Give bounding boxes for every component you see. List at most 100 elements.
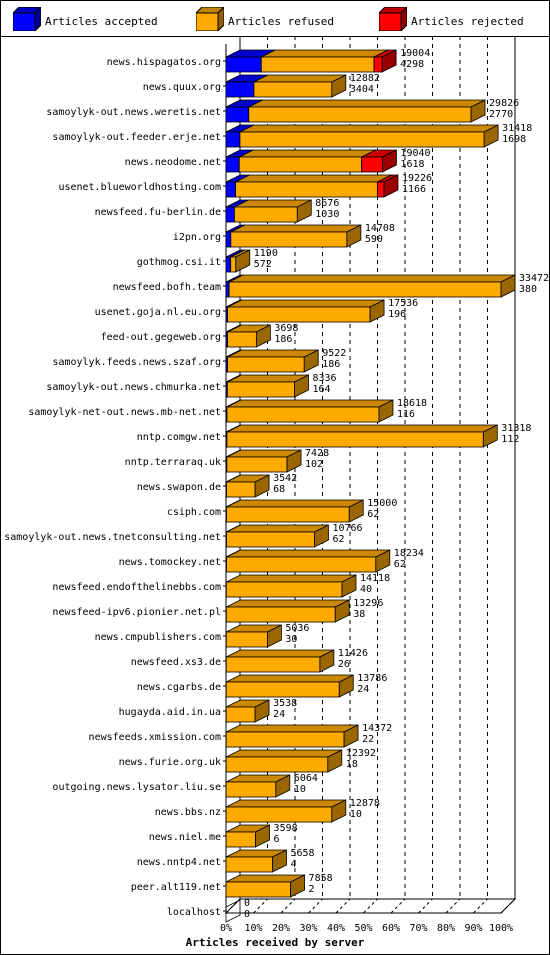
legend: Articles accepted Articles refused Artic… <box>1 1 549 37</box>
bar-refused <box>225 756 329 773</box>
data-label-accepted: 380 <box>519 284 537 295</box>
server-label: newsfeed-ipv6.pionier.net.pl <box>52 607 221 618</box>
bar-refused-side <box>303 349 319 373</box>
bar-accepted <box>225 156 240 173</box>
bar-refused-top <box>228 274 516 283</box>
bar-refused-side <box>255 324 271 348</box>
floor-tick <box>253 898 268 914</box>
bar-refused-side <box>470 99 486 123</box>
bar-refused <box>225 681 340 698</box>
bar-refused-side <box>254 699 270 723</box>
bar-refused-side <box>290 874 305 898</box>
data-label-accepted: 30 <box>285 634 297 645</box>
bar-refused-side <box>235 249 251 273</box>
server-label: samoylyk-out.feeder.erje.net <box>52 132 221 143</box>
server-label: nntp.comgw.net <box>137 432 221 443</box>
data-label-accepted: 62 <box>332 534 344 545</box>
server-label: samoylyk.feeds.news.szaf.org <box>52 357 221 368</box>
data-label-accepted: 116 <box>397 409 415 420</box>
data-label-accepted: 572 <box>254 259 272 270</box>
bar-refused-side <box>343 724 359 748</box>
data-label-total: 12392 <box>346 748 376 759</box>
bar-refused-side <box>331 799 347 823</box>
data-label-accepted: 1698 <box>502 134 526 145</box>
server-label: news.cgarbs.de <box>137 682 221 693</box>
bar-accepted <box>225 181 236 198</box>
x-tick-label: 50% <box>354 923 372 934</box>
bar-refused-top <box>227 299 385 308</box>
data-label-accepted: 2770 <box>489 109 513 120</box>
bar-refused <box>225 781 277 798</box>
bar-refused-side <box>331 74 347 98</box>
bar-refused-side <box>348 499 364 523</box>
data-label-total: 33472 <box>519 273 549 284</box>
bar-refused <box>225 656 321 673</box>
data-label-total: 5658 <box>290 848 314 859</box>
server-label: news.quux.org <box>143 82 221 93</box>
bar-refused-top <box>226 424 498 433</box>
bar-refused <box>225 806 333 823</box>
bar-refused-top <box>225 749 342 758</box>
data-label-accepted: 2 <box>309 884 315 895</box>
bar-refused-top <box>239 124 499 133</box>
server-label: newsfeed.xs3.de <box>131 657 221 668</box>
bar-refused-top <box>225 799 346 808</box>
x-tick-label: 80% <box>437 923 455 934</box>
data-label-total: 14708 <box>365 223 395 234</box>
data-label-total: 18618 <box>397 398 427 409</box>
floor-tick <box>280 898 296 914</box>
data-label-total: 13786 <box>357 673 387 684</box>
data-label-total: 18234 <box>394 548 424 559</box>
data-label-total: 10766 <box>332 523 362 534</box>
data-label-accepted: 1166 <box>402 184 426 195</box>
floor-tick <box>308 898 323 914</box>
server-label: outgoing.news.lysator.liu.se <box>52 782 221 793</box>
bar-refused <box>226 531 315 548</box>
bar-accepted <box>225 81 255 98</box>
server-label: localhost <box>167 907 221 918</box>
bar-refused-side <box>369 299 385 323</box>
bar-refused-side <box>254 474 270 498</box>
server-label: news.furie.org.uk <box>119 757 221 768</box>
data-label-accepted: 68 <box>273 484 285 495</box>
bar-rejected <box>376 181 385 198</box>
bar-refused-top <box>226 674 354 683</box>
data-label-total: 0 <box>244 898 250 909</box>
x-tick-label: 90% <box>464 923 482 934</box>
data-label-accepted: 24 <box>273 709 285 720</box>
bar-refused-side <box>483 124 499 148</box>
bar-refused <box>225 881 291 898</box>
server-label: samoylyk-out.news.weretis.net <box>46 107 221 118</box>
x-tick-label: 100% <box>489 923 513 934</box>
bar-refused-side <box>346 224 362 248</box>
bar-refused <box>225 581 343 598</box>
bar-refused <box>226 506 350 523</box>
data-label-accepted: 24 <box>357 684 369 695</box>
server-label: newsfeeds.xmission.com <box>89 732 221 743</box>
server-label: news.hispagatos.org <box>107 57 221 68</box>
data-label-accepted: 18 <box>346 759 358 770</box>
bar-refused-side <box>296 199 312 223</box>
server-label: samoylyk-net-out.news.mb-net.net <box>28 407 221 418</box>
bar-rejected <box>361 156 383 173</box>
data-label-total: 13296 <box>353 598 383 609</box>
data-label-accepted: 3404 <box>350 84 374 95</box>
bar-refused <box>226 481 256 498</box>
data-label-total: 3698 <box>274 323 298 334</box>
data-label-total: 14372 <box>362 723 392 734</box>
x-tick-label: 20% <box>272 923 290 934</box>
server-label: feed-out.gegeweb.org <box>101 332 221 343</box>
bar-refused-side <box>375 549 391 573</box>
data-label-accepted: 22 <box>362 734 374 745</box>
floor-tick <box>473 898 488 914</box>
bar-refused <box>226 431 484 448</box>
server-label: hugayda.aid.in.ua <box>119 707 221 718</box>
bar-refused-side <box>482 424 498 448</box>
data-label-total: 14118 <box>360 573 390 584</box>
bar-refused <box>225 706 256 723</box>
x-tick-label: 60% <box>382 923 400 934</box>
x-tick-label: 10% <box>244 923 262 934</box>
bar-refused <box>226 456 288 473</box>
data-label-accepted: 1618 <box>400 159 424 170</box>
